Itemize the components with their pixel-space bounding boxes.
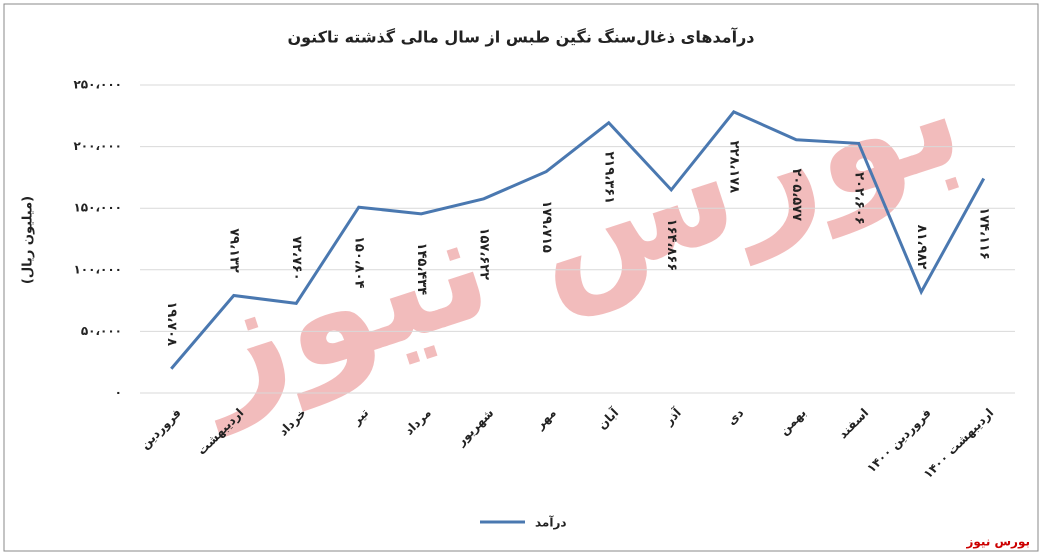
data-label: ۲۰۵،۵۷۷ — [789, 168, 804, 221]
y-tick-label: ۱۰۰،۰۰۰ — [73, 262, 122, 276]
chart-border — [3, 3, 1039, 552]
data-label: ۱۷۹،۷۱۵ — [539, 200, 554, 253]
y-tick-label: ۲۵۰،۰۰۰ — [73, 78, 122, 92]
legend-label: درآمد — [535, 515, 567, 530]
data-label: ۷۲،۷۶۰ — [289, 236, 304, 281]
y-tick-label: ۱۵۰،۰۰۰ — [73, 201, 122, 215]
data-label: ۲۲۸،۱۷۸ — [726, 141, 741, 194]
data-label: ۸۱،۹۸۲ — [914, 225, 929, 270]
chart-title: درآمدهای ذغال‌سنگ نگین طبس از سال مالی گ… — [287, 27, 754, 47]
y-tick-label: ۲۰۰،۰۰۰ — [73, 139, 122, 153]
y-axis-label: (میلیون ریال) — [21, 196, 36, 284]
data-label: ۷۹،۱۳۲ — [226, 228, 241, 273]
y-tick-label: ۵۰،۰۰۰ — [81, 324, 122, 338]
data-label: ۱۶۴،۸۶۶ — [664, 219, 679, 272]
line — [170, 110, 986, 370]
data-label: ۱۵۷،۶۲۲ — [476, 228, 491, 281]
data-label: ۱۷۴،۱۱۶ — [976, 207, 991, 260]
source: بورس نیوز — [965, 535, 1030, 550]
data-label: ۲۰۲،۶۰۶ — [851, 172, 866, 225]
y-tick-label: ۰ — [115, 386, 122, 400]
data-label: ۲۱۹،۳۶۱ — [601, 151, 616, 204]
data-label: ۱۹،۷۰۸ — [164, 301, 179, 346]
data-label: ۱۴۵،۴۳۴ — [414, 243, 429, 296]
data-label: ۱۵۰،۸۰۴ — [351, 236, 366, 289]
